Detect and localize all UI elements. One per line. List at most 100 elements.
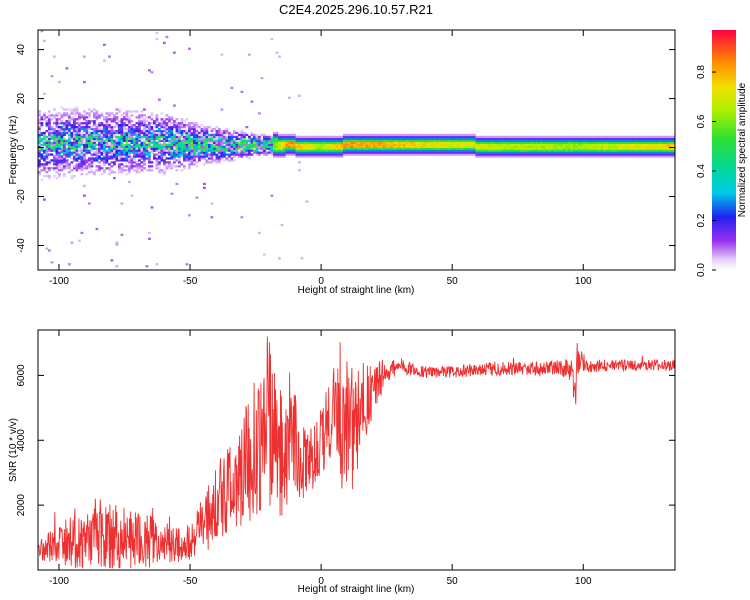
spectrogram-cell <box>218 143 221 146</box>
spectrogram-cell <box>465 139 469 142</box>
spectrogram-cell <box>150 127 154 131</box>
spectrogram-cell <box>570 149 574 152</box>
spectrogram-cell <box>120 126 124 129</box>
spectrogram-cell <box>158 157 161 160</box>
spectrogram-cell <box>100 122 104 125</box>
spectrogram-cell <box>250 131 254 135</box>
spectrogram-cell <box>655 139 659 142</box>
spectrogram-cell <box>113 149 116 152</box>
spectrogram-cell <box>308 143 311 146</box>
spectrogram-cell <box>523 143 526 146</box>
spectrogram-cell <box>68 155 71 158</box>
spectrogram-cell <box>550 149 554 152</box>
spectrogram-cell <box>195 153 199 156</box>
spectrogram-cell <box>70 151 74 154</box>
spectrogram-cell <box>403 151 406 154</box>
spectrogram-cell <box>528 137 531 141</box>
spectrogram-cell <box>160 118 164 121</box>
spectrogram-cell <box>170 145 174 148</box>
spectrogram-cell <box>130 151 134 154</box>
spectrogram-cell <box>448 141 451 144</box>
spectrogram-cell <box>163 141 166 144</box>
spectrogram-cell <box>283 149 286 152</box>
spectrogram-cell <box>188 143 191 146</box>
spectrogram-cell <box>240 149 244 152</box>
spectrogram-cell <box>480 151 484 154</box>
spectrogram-cell <box>350 143 354 146</box>
spectrogram-cell <box>208 157 211 160</box>
spectrogram-cell <box>70 116 74 119</box>
spectrogram-cell <box>518 147 521 150</box>
spectrogram-cell <box>528 149 531 152</box>
spectrogram-cell <box>240 133 244 137</box>
spectrogram-cell <box>413 141 416 144</box>
spectrogram-cell <box>150 165 154 168</box>
spectrogram-cell <box>583 151 586 154</box>
spectrogram-cell <box>553 149 556 152</box>
spectrogram-cell <box>430 151 434 154</box>
spectrogram-cell <box>110 165 114 168</box>
spectrogram-cell <box>228 153 231 156</box>
spectrogram-cell <box>503 149 506 152</box>
spectrogram-cell <box>215 153 219 156</box>
spectrogram-cell <box>165 139 169 142</box>
spectrogram-cell <box>58 153 61 156</box>
spectrogram-cell <box>645 145 649 148</box>
spectrogram-cell <box>213 133 216 137</box>
spectrogram-cell <box>53 139 56 142</box>
spectrogram-cell <box>350 135 354 139</box>
spectrogram-cell <box>463 139 466 142</box>
spectrogram-cell <box>233 141 236 144</box>
spectrogram-cell <box>383 151 386 154</box>
spectrogram-cell <box>420 149 424 152</box>
spectrogram-cell <box>275 151 279 154</box>
spectrogram-cell <box>603 139 606 142</box>
spectrogram-cell <box>43 114 46 117</box>
spectrogram-cell <box>345 137 349 141</box>
spectrogram-cell <box>398 143 401 146</box>
spectrogram-cell <box>145 124 149 127</box>
spectrogram-cell <box>183 139 186 142</box>
spectrogram-cell <box>395 143 399 146</box>
spectrogram-cell <box>75 137 79 141</box>
spectrogram-cell <box>448 147 451 150</box>
spectrogram-cell <box>290 141 294 144</box>
spectrogram-cell <box>250 100 254 103</box>
spectrogram-cell <box>108 167 111 170</box>
spectrogram-cell <box>583 155 586 158</box>
spectrogram-cell <box>115 139 119 142</box>
spectrogram-cell <box>270 141 274 144</box>
spectrogram-cell <box>463 135 466 139</box>
spectrogram-cell <box>595 137 599 141</box>
spectrogram-cell <box>170 118 174 121</box>
spectrogram-cell <box>360 153 364 156</box>
spectrogram-cell <box>60 143 64 146</box>
spectrogram-cell <box>403 149 406 152</box>
spectrogram-cell <box>378 145 381 148</box>
spectrogram-cell <box>145 135 149 139</box>
spectrogram-cell <box>130 161 134 164</box>
spectrogram-cell <box>445 141 449 144</box>
spectrogram-cell <box>523 135 526 139</box>
spectrogram-cell <box>268 149 271 152</box>
spectrogram-cell <box>375 139 379 142</box>
spectrogram-cell <box>225 145 229 148</box>
spectrogram-cell <box>198 147 201 150</box>
spectrogram-cell <box>63 124 66 127</box>
spectrogram-cell <box>360 149 364 152</box>
spectrogram-cell <box>150 145 154 148</box>
spectrogram-cell <box>438 143 441 146</box>
spectrogram-cell <box>295 155 299 158</box>
spectrogram-cell <box>455 137 459 141</box>
spectrogram-cell <box>180 143 184 146</box>
spectrogram-cell <box>450 133 454 137</box>
spectrogram-cell <box>78 126 81 129</box>
spectrogram-cell <box>148 137 151 141</box>
spectrogram-cell <box>53 141 56 144</box>
spectrogram-cell <box>548 135 551 139</box>
spectrogram-cell <box>70 118 74 121</box>
spectrogram-cell <box>400 153 404 156</box>
spectrogram-cell <box>485 155 489 158</box>
spectrogram-cell <box>148 169 151 172</box>
spectrogram-cell <box>553 153 556 156</box>
